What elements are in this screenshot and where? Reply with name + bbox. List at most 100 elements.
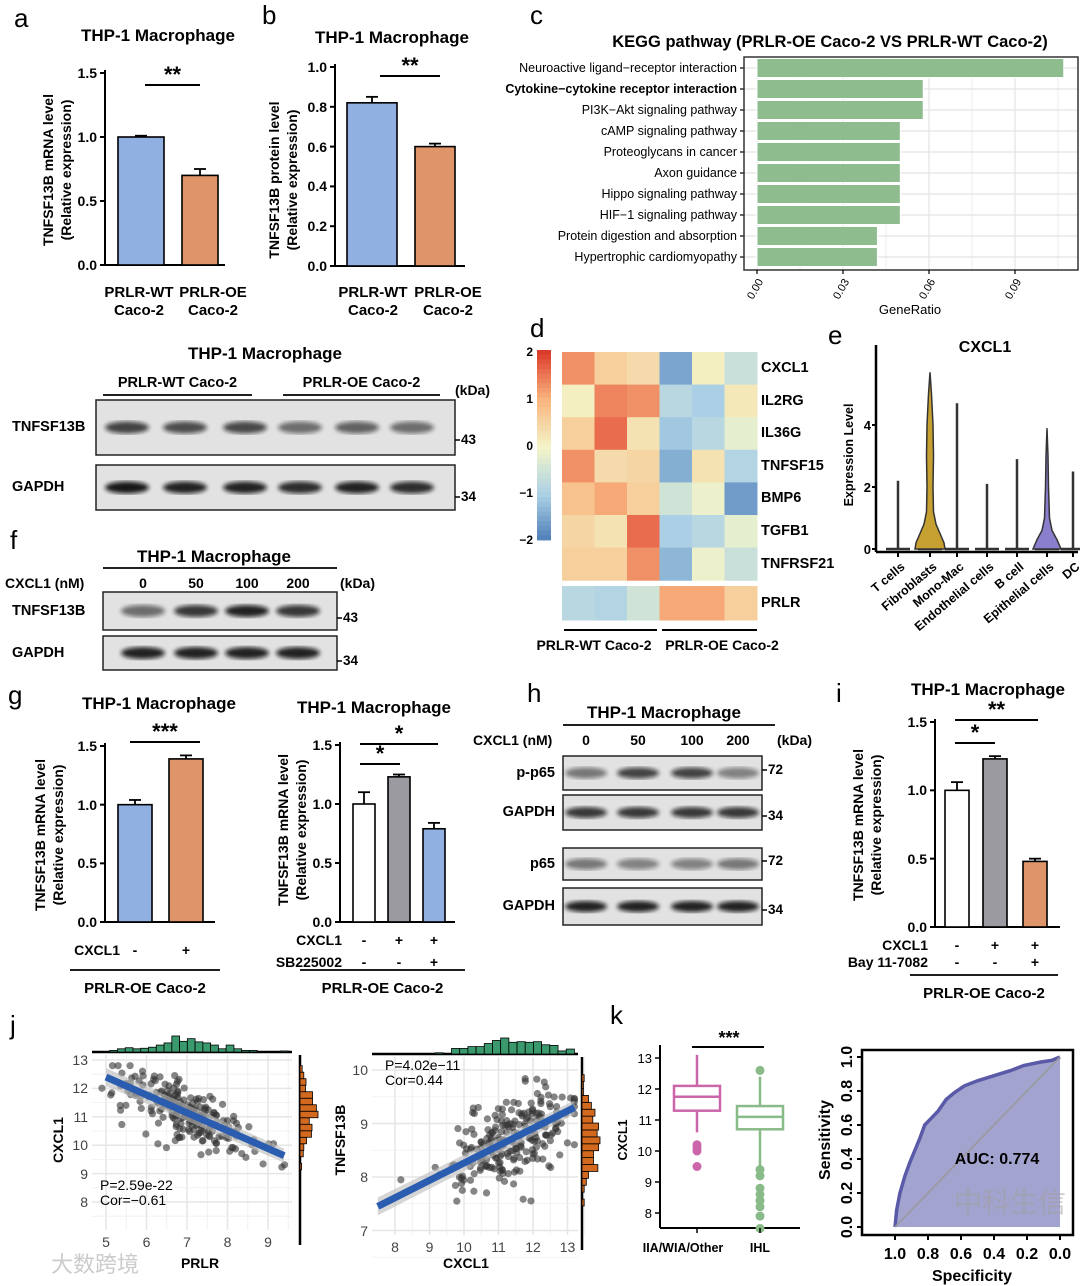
y-tick-label: 9 <box>360 1115 368 1132</box>
x-tick-label: 8 <box>391 1239 399 1255</box>
colorbar-segment <box>537 530 551 536</box>
data-point <box>533 1089 541 1098</box>
data-point <box>180 1096 188 1104</box>
colorbar-segment <box>537 373 551 379</box>
protein-band <box>671 767 713 779</box>
data-point <box>172 1120 180 1129</box>
heatmap-cell <box>724 417 758 451</box>
data-point <box>533 1075 541 1083</box>
colorbar-segment <box>537 487 551 493</box>
marginal-histogram-bar <box>581 1157 594 1165</box>
colorbar-segment <box>537 502 551 508</box>
marginal-histogram-bar <box>299 1123 313 1132</box>
group-label: PRLR-WT Caco-2 <box>117 374 238 391</box>
panel-label-j: j <box>10 1010 16 1040</box>
data-point <box>533 1155 542 1163</box>
x-tick-label: 13 <box>559 1239 576 1255</box>
condition-value: - <box>954 937 960 953</box>
y-tick-label: 12 <box>72 1080 88 1097</box>
marginal-histogram-bar <box>241 1050 250 1053</box>
condition-value: - <box>132 942 138 958</box>
kegg-bar <box>756 121 901 141</box>
y-axis-label: (Relative expression) <box>50 764 66 906</box>
y-axis-label: Sensitivity <box>817 1099 834 1181</box>
colorbar-segment <box>537 535 551 541</box>
colorbar-segment <box>537 426 551 432</box>
colorbar-segment <box>537 459 551 465</box>
chart-title: CXCL1 <box>958 339 1012 356</box>
colorbar-segment <box>537 421 551 427</box>
marginal-histogram-bar <box>581 1129 598 1138</box>
data-point <box>180 1084 188 1092</box>
marginal-histogram-bar <box>124 1047 134 1053</box>
data-point <box>259 1160 267 1168</box>
data-point <box>206 1092 214 1100</box>
colorbar-segment <box>537 468 551 474</box>
protein-band <box>617 767 659 779</box>
protein-band <box>671 901 713 912</box>
data-point <box>457 1179 466 1188</box>
outlier-point <box>755 1183 765 1193</box>
bar <box>414 145 456 267</box>
blot-row-label: p65 <box>530 855 555 872</box>
colorbar-segment <box>537 388 551 394</box>
outlier-point <box>755 1196 765 1206</box>
data-point <box>488 1129 497 1137</box>
heatmap-cell <box>627 449 660 483</box>
colorbar-tick-label: 1 <box>526 392 533 406</box>
marginal-histogram-bar <box>179 1040 188 1053</box>
protein-band <box>105 421 149 434</box>
protein-band <box>717 901 759 912</box>
data-point <box>161 1080 169 1088</box>
data-point <box>454 1124 462 1133</box>
colorbar-segment <box>537 449 551 455</box>
colorbar-segment <box>537 364 551 370</box>
colorbar-segment <box>537 392 551 398</box>
data-point <box>540 1078 548 1086</box>
data-point <box>397 1176 405 1184</box>
y-tick-label: 1.0 <box>77 129 97 145</box>
protein-band <box>163 481 207 494</box>
pathway-label: Hypertrophic cardiomyopathy <box>574 249 737 264</box>
condition-value: + <box>429 954 439 970</box>
blot-title: THP-1 Macrophage <box>188 343 342 363</box>
y-axis-label: (Relative expression) <box>868 754 884 896</box>
plot-frame <box>743 56 1079 271</box>
panel-label-f: f <box>10 525 18 555</box>
lane-label: 50 <box>630 732 646 748</box>
heatmap-cell <box>594 449 628 483</box>
category-label: Caco-2 <box>422 301 474 319</box>
data-point <box>544 1091 553 1099</box>
category-label: Caco-2 <box>187 301 239 319</box>
outlier-point <box>755 1189 765 1199</box>
protein-band <box>121 647 165 659</box>
protein-band <box>671 858 713 870</box>
x-tick-label: 1.0 <box>883 1246 907 1263</box>
pathway-label: Axon guidance <box>654 165 737 180</box>
condition-label: CXCL1 <box>74 942 120 958</box>
blot-row-label: GAPDH <box>12 644 65 661</box>
gene-label: BMP6 <box>761 490 802 507</box>
chart-title: THP-1 Macrophage <box>911 679 1065 699</box>
condition-value: - <box>361 932 367 948</box>
category-label: IHL <box>749 1240 771 1255</box>
data-point <box>512 1144 521 1153</box>
marginal-histogram-bar <box>299 1091 313 1099</box>
y-tick-label: 1.0 <box>77 796 97 813</box>
condition-value: - <box>954 954 960 970</box>
condition-value: + <box>990 937 1000 953</box>
protein-band <box>617 858 659 870</box>
y-axis-label: TNFSF13B mRNA level <box>275 754 291 906</box>
y-tick-label: 12 <box>637 1081 652 1097</box>
y-tick-label: 1.5 <box>77 65 97 81</box>
data-point <box>196 1128 204 1137</box>
colorbar-segment <box>537 369 551 375</box>
data-point <box>201 1106 209 1114</box>
y-tick-label: 4 <box>863 417 871 433</box>
data-point <box>470 1130 478 1138</box>
data-point <box>231 1145 240 1153</box>
heatmap-cell <box>562 352 595 386</box>
colorbar-tick-label: −1 <box>519 486 533 500</box>
y-tick-label: 2 <box>863 479 871 495</box>
